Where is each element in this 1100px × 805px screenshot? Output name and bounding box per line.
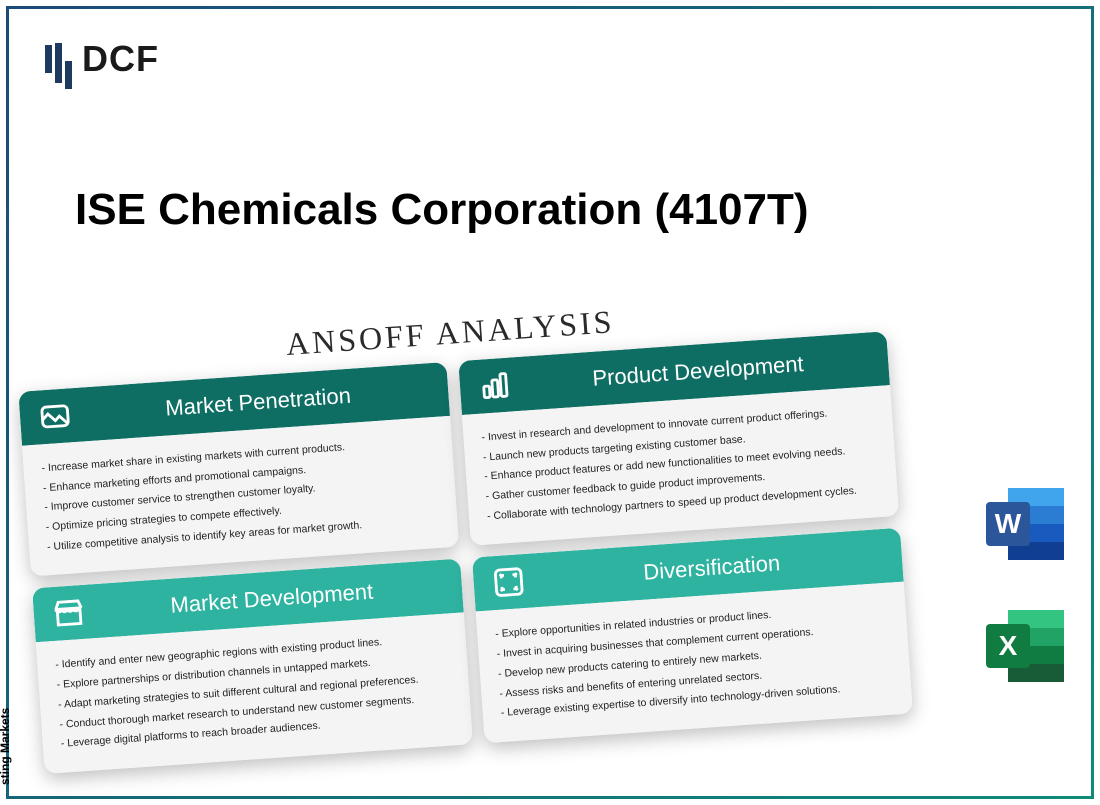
logo-bars-icon [45,35,72,83]
matrix-grid: Market Penetration - Increase market sha… [18,331,913,774]
quadrant-label: Diversification [539,543,885,593]
quadrant-product-development: Product Development - Invest in research… [458,331,899,546]
bars-icon [477,367,513,403]
logo: DCF [45,35,159,83]
quadrant-label: Market Penetration [85,377,431,427]
quadrant-diversification: Diversification - Explore opportunities … [472,528,913,743]
page-title: ISE Chemicals Corporation (4107T) [75,185,809,235]
quadrant-label: Market Development [99,574,445,624]
expand-icon [491,564,527,600]
quadrant-label: Product Development [525,346,871,396]
vertical-caption: sting Markets [0,708,12,785]
store-icon [51,595,87,631]
quadrant-market-penetration: Market Penetration - Increase market sha… [18,362,459,577]
logo-text: DCF [82,38,159,80]
svg-text:X: X [999,630,1018,661]
excel-icon: X [980,602,1070,692]
image-icon [37,398,73,434]
word-icon: W [980,480,1070,570]
ansoff-matrix: ANSOFF ANALYSIS Market Penetration - Inc… [15,284,913,774]
quadrant-market-development: Market Development - Identify and enter … [32,559,473,774]
file-type-icons: W X [980,480,1070,692]
svg-text:W: W [995,508,1022,539]
